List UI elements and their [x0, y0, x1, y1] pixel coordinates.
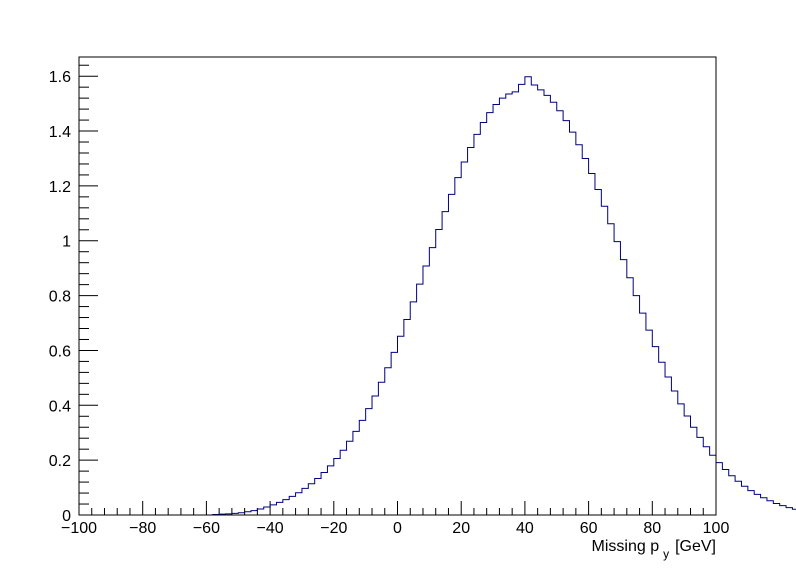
axis-tick-labels: −100 −80 −60 −40 −20 0 20 40 60 80 100 0 0.2 0.4 0.6 0.… — [49, 69, 730, 537]
x-axis-title: Missing p y [GeV] — [592, 538, 716, 561]
y-tick-label: 0 — [62, 508, 71, 525]
x-tick-label: −100 — [61, 520, 97, 537]
x-tick-label: 20 — [452, 520, 470, 537]
x-tick-label: −60 — [193, 520, 220, 537]
x-axis-title-main: Missing p — [592, 538, 660, 555]
x-tick-label: 80 — [643, 520, 661, 537]
x-axis-title-unit: [GeV] — [675, 538, 716, 555]
x-axis-title-subscript: y — [663, 547, 669, 561]
y-tick-label: 0.2 — [49, 453, 71, 470]
x-tick-label: 60 — [580, 520, 598, 537]
y-tick-label: 1 — [62, 234, 71, 251]
x-tick-label: −80 — [129, 520, 156, 537]
y-tick-label: 1.2 — [49, 179, 71, 196]
x-tick-label: −20 — [320, 520, 347, 537]
y-tick-label: 0.6 — [49, 343, 71, 360]
x-tick-label: 100 — [703, 520, 730, 537]
x-tick-label: 40 — [516, 520, 534, 537]
x-tick-label: −40 — [257, 520, 284, 537]
y-tick-label: 0.4 — [49, 398, 71, 415]
y-tick-label: 1.4 — [49, 124, 71, 141]
y-tick-label: 0.8 — [49, 289, 71, 306]
y-tick-label: 1.6 — [49, 69, 71, 86]
plot-frame — [78, 56, 717, 516]
x-tick-label: 0 — [393, 520, 402, 537]
histogram-outline — [79, 76, 796, 516]
